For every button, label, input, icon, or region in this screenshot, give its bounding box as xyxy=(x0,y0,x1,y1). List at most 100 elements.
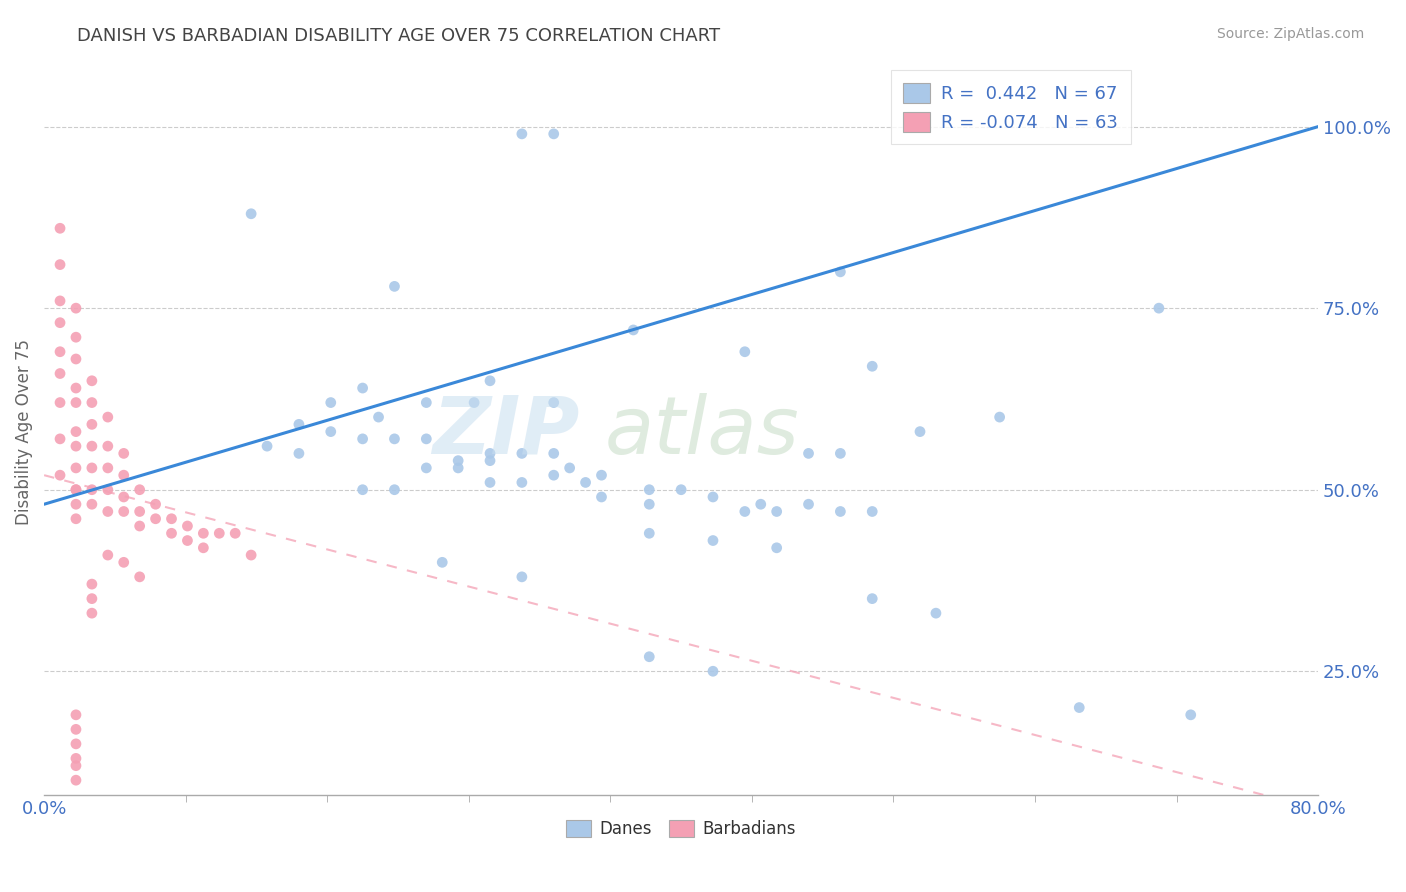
Point xyxy=(367,410,389,425)
Point xyxy=(860,504,883,518)
Point xyxy=(749,497,772,511)
Point xyxy=(65,737,87,751)
Point xyxy=(463,395,485,409)
Point xyxy=(97,483,120,497)
Point xyxy=(860,591,883,606)
Point xyxy=(1339,737,1361,751)
Point xyxy=(97,439,120,453)
Point xyxy=(669,483,692,497)
Point xyxy=(80,439,103,453)
Point xyxy=(384,483,406,497)
Point xyxy=(860,359,883,374)
Point xyxy=(49,316,72,330)
Point xyxy=(49,221,72,235)
Point xyxy=(112,490,135,504)
Point xyxy=(65,512,87,526)
Point xyxy=(591,468,613,483)
Point xyxy=(112,555,135,569)
Point xyxy=(288,446,311,460)
Point xyxy=(543,395,565,409)
Point xyxy=(797,497,820,511)
Point xyxy=(352,432,374,446)
Point xyxy=(988,410,1011,425)
Point xyxy=(49,367,72,381)
Point xyxy=(65,351,87,366)
Point xyxy=(49,468,72,483)
Point xyxy=(65,439,87,453)
Text: DANISH VS BARBADIAN DISABILITY AGE OVER 75 CORRELATION CHART: DANISH VS BARBADIAN DISABILITY AGE OVER … xyxy=(77,27,720,45)
Point xyxy=(80,591,103,606)
Text: ZIP: ZIP xyxy=(432,392,579,471)
Point xyxy=(638,497,661,511)
Point xyxy=(80,417,103,432)
Point xyxy=(702,490,724,504)
Point xyxy=(112,504,135,518)
Point xyxy=(128,519,150,533)
Point xyxy=(479,475,502,490)
Point xyxy=(1180,707,1202,722)
Point xyxy=(176,533,198,548)
Point xyxy=(65,395,87,409)
Point xyxy=(65,773,87,788)
Point xyxy=(908,425,931,439)
Point xyxy=(128,483,150,497)
Point xyxy=(80,606,103,620)
Point xyxy=(65,751,87,765)
Point xyxy=(128,504,150,518)
Point xyxy=(80,497,103,511)
Point xyxy=(97,548,120,562)
Point xyxy=(49,395,72,409)
Point xyxy=(112,446,135,460)
Y-axis label: Disability Age Over 75: Disability Age Over 75 xyxy=(15,339,32,524)
Point xyxy=(765,541,787,555)
Point xyxy=(638,526,661,541)
Point xyxy=(543,468,565,483)
Point xyxy=(256,439,278,453)
Point xyxy=(638,483,661,497)
Point xyxy=(415,432,437,446)
Point xyxy=(830,446,852,460)
Point xyxy=(319,425,342,439)
Point xyxy=(543,127,565,141)
Point xyxy=(447,461,470,475)
Point xyxy=(702,665,724,679)
Point xyxy=(734,504,756,518)
Point xyxy=(352,483,374,497)
Point xyxy=(432,555,454,569)
Point xyxy=(65,425,87,439)
Point xyxy=(49,293,72,308)
Point xyxy=(208,526,231,541)
Point xyxy=(638,649,661,664)
Point xyxy=(176,519,198,533)
Text: Source: ZipAtlas.com: Source: ZipAtlas.com xyxy=(1216,27,1364,41)
Point xyxy=(65,330,87,344)
Point xyxy=(765,504,787,518)
Point xyxy=(240,207,263,221)
Point xyxy=(65,707,87,722)
Point xyxy=(1069,700,1091,714)
Point xyxy=(80,374,103,388)
Point xyxy=(702,533,724,548)
Point xyxy=(65,461,87,475)
Point xyxy=(510,475,533,490)
Point xyxy=(621,323,644,337)
Point xyxy=(80,461,103,475)
Point xyxy=(558,461,581,475)
Point xyxy=(80,395,103,409)
Point xyxy=(479,453,502,467)
Point xyxy=(65,381,87,395)
Point xyxy=(80,577,103,591)
Point xyxy=(49,344,72,359)
Point xyxy=(193,541,215,555)
Point xyxy=(240,548,263,562)
Point xyxy=(288,417,311,432)
Point xyxy=(319,395,342,409)
Point xyxy=(97,410,120,425)
Point xyxy=(510,446,533,460)
Point xyxy=(352,381,374,395)
Point xyxy=(145,512,167,526)
Point xyxy=(128,570,150,584)
Point xyxy=(65,497,87,511)
Point xyxy=(80,483,103,497)
Point xyxy=(415,461,437,475)
